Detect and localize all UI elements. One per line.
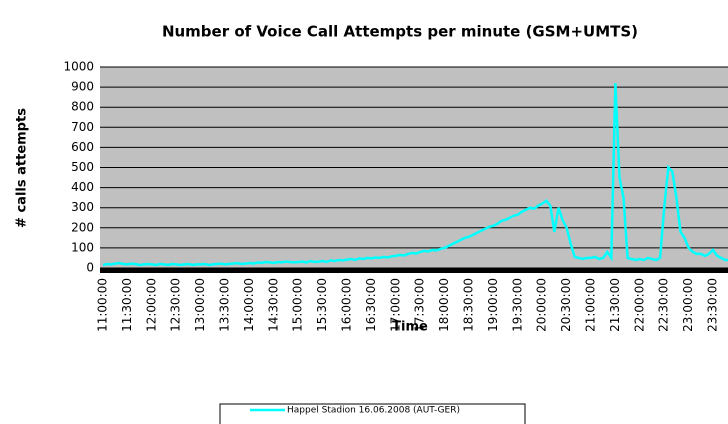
x-tick-label: 15:00:00 <box>291 278 305 332</box>
x-axis-title: Time <box>392 320 428 335</box>
x-tick-label: 14:00:00 <box>242 278 256 332</box>
x-tick-label: 17:30:00 <box>413 278 427 332</box>
x-tick-label: 16:00:00 <box>340 278 354 332</box>
y-tick-label: 1000 <box>63 60 94 74</box>
y-tick-label: 400 <box>71 180 94 194</box>
x-tick-label: 18:00:00 <box>437 278 451 332</box>
x-tick-label: 23:00:00 <box>681 278 695 332</box>
x-tick-label: 23:30:00 <box>706 278 720 332</box>
y-tick-label: 100 <box>71 240 94 254</box>
legend <box>219 403 526 424</box>
y-tick-label: 500 <box>71 160 94 174</box>
x-tick-label: 13:30:00 <box>218 278 232 332</box>
x-tick-label: 16:30:00 <box>364 278 378 332</box>
x-tick-label: 12:00:00 <box>144 278 158 332</box>
y-tick-label: 200 <box>71 220 94 234</box>
series-group <box>102 83 728 267</box>
y-axis-title: # calls attempts <box>15 108 30 228</box>
x-tick-label: 14:30:00 <box>266 278 280 332</box>
x-tick-label: 20:30:00 <box>559 278 573 332</box>
x-tick-label: 13:00:00 <box>193 278 207 332</box>
x-tick-label: 18:30:00 <box>462 278 476 332</box>
y-tick-label: 600 <box>71 140 94 154</box>
x-tick-label: 11:30:00 <box>120 278 134 332</box>
legend-label: Happel Stadion 16.06.2008 (AUT-GER) <box>287 406 460 416</box>
y-tick-label: 900 <box>71 80 94 94</box>
x-tick-label: 12:30:00 <box>169 278 183 332</box>
y-tick-label: 800 <box>71 100 94 114</box>
series-line <box>102 83 728 267</box>
x-tick-label: 21:30:00 <box>608 278 622 332</box>
x-tick-label: 20:00:00 <box>535 278 549 332</box>
x-tick-label: 22:00:00 <box>632 278 646 332</box>
x-axis-line <box>100 268 728 273</box>
y-tick-label: 0 <box>86 261 94 275</box>
x-tick-label: 19:30:00 <box>510 278 524 332</box>
y-tick-label: 300 <box>71 200 94 214</box>
x-tick-label: 15:30:00 <box>315 278 329 332</box>
x-tick-label: 22:30:00 <box>657 278 671 332</box>
x-tick-label: 21:00:00 <box>584 278 598 332</box>
y-tick-label: 700 <box>71 120 94 134</box>
x-tick-label: 11:00:00 <box>96 278 110 332</box>
x-tick-label: 19:00:00 <box>486 278 500 332</box>
x-tick-label: 17:00:00 <box>388 278 402 332</box>
chart-title: Number of Voice Call Attempts per minute… <box>162 23 638 41</box>
